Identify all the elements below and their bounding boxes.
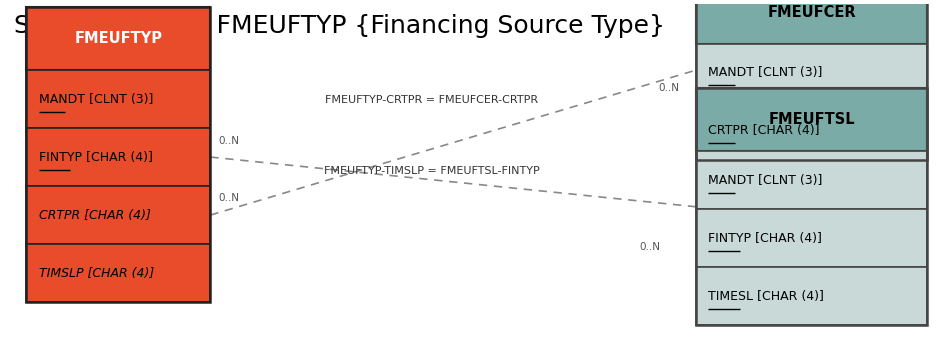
- Text: CRTPR [CHAR (4)]: CRTPR [CHAR (4)]: [39, 209, 151, 222]
- Text: MANDT [CLNT (3)]: MANDT [CLNT (3)]: [39, 93, 153, 105]
- Text: 0..N: 0..N: [218, 136, 239, 146]
- Text: FMEUFCER: FMEUFCER: [768, 4, 856, 20]
- Text: 0..N: 0..N: [218, 193, 239, 203]
- Text: 0..N: 0..N: [659, 83, 679, 93]
- Text: FMEUFTYP: FMEUFTYP: [74, 31, 162, 46]
- FancyBboxPatch shape: [697, 151, 927, 209]
- Text: MANDT [CLNT (3)]: MANDT [CLNT (3)]: [709, 66, 823, 79]
- Text: 0..N: 0..N: [640, 242, 661, 252]
- FancyBboxPatch shape: [697, 209, 927, 267]
- FancyBboxPatch shape: [697, 101, 927, 160]
- FancyBboxPatch shape: [27, 7, 211, 70]
- Text: TIMESL [CHAR (4)]: TIMESL [CHAR (4)]: [709, 290, 825, 303]
- FancyBboxPatch shape: [27, 186, 211, 244]
- FancyBboxPatch shape: [697, 44, 927, 101]
- Text: FINTYP [CHAR (4)]: FINTYP [CHAR (4)]: [709, 232, 823, 245]
- FancyBboxPatch shape: [27, 244, 211, 302]
- FancyBboxPatch shape: [697, 267, 927, 325]
- Text: MANDT [CLNT (3)]: MANDT [CLNT (3)]: [709, 174, 823, 187]
- FancyBboxPatch shape: [27, 128, 211, 186]
- FancyBboxPatch shape: [697, 88, 927, 151]
- Text: FMEUFTYP-TIMSLP = FMEUFTSL-FINTYP: FMEUFTYP-TIMSLP = FMEUFTSL-FINTYP: [325, 166, 540, 176]
- Text: FMEUFTSL: FMEUFTSL: [769, 112, 855, 127]
- Text: FMEUFTYP-CRTPR = FMEUFCER-CRTPR: FMEUFTYP-CRTPR = FMEUFCER-CRTPR: [326, 95, 539, 105]
- Text: FINTYP [CHAR (4)]: FINTYP [CHAR (4)]: [39, 150, 153, 164]
- FancyBboxPatch shape: [27, 70, 211, 128]
- Text: TIMSLP [CHAR (4)]: TIMSLP [CHAR (4)]: [39, 267, 154, 280]
- FancyBboxPatch shape: [697, 0, 927, 44]
- Text: SAP ABAP table FMEUFTYP {Financing Source Type}: SAP ABAP table FMEUFTYP {Financing Sourc…: [14, 14, 665, 38]
- Text: CRTPR [CHAR (4)]: CRTPR [CHAR (4)]: [709, 124, 820, 137]
